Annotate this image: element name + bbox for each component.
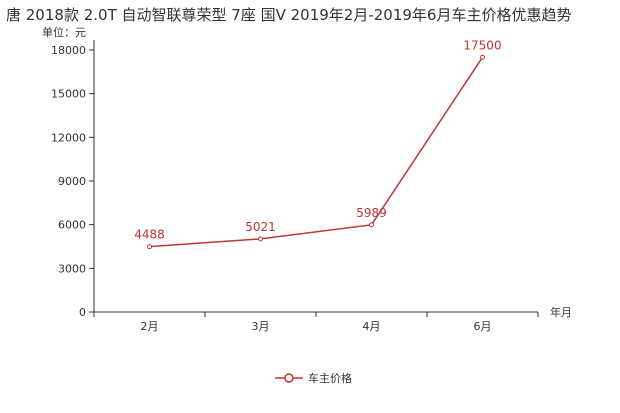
y-tick-label: 0 [79, 306, 86, 319]
y-tick-label: 3000 [58, 262, 86, 275]
chart-title: 唐 2018款 2.0T 自动智联尊荣型 7座 国V 2019年2月-2019年… [6, 6, 572, 24]
data-label: 17500 [463, 38, 501, 52]
data-point[interactable] [369, 222, 374, 228]
x-tick-label: 4月 [363, 320, 381, 333]
data-point[interactable] [480, 54, 485, 60]
y-axis: 0 3000 6000 9000 12000 15000 18000 单位：元 [42, 25, 95, 319]
x-axis: 2月 3月 4月 6月 年月 [93, 305, 572, 333]
x-tick-label: 6月 [474, 320, 492, 333]
x-tick-label: 3月 [252, 320, 270, 333]
y-tick-label: 18000 [51, 44, 86, 57]
y-tick-label: 12000 [51, 131, 86, 144]
data-point[interactable] [258, 236, 263, 242]
series-line-path [149, 56, 484, 248]
data-label: 5989 [356, 206, 387, 220]
data-label: 5021 [245, 220, 276, 234]
data-label: 4488 [134, 228, 165, 242]
y-axis-label: 单位：元 [42, 25, 86, 39]
y-tick-label: 6000 [58, 219, 86, 232]
legend-marker-icon [284, 373, 294, 383]
legend-label[interactable]: 车主价格 [308, 371, 352, 385]
y-tick-label: 15000 [51, 88, 86, 101]
data-point[interactable] [147, 244, 152, 250]
y-tick-label: 9000 [58, 175, 86, 188]
series-line: 4488 5021 5989 17500 [134, 38, 502, 250]
legend[interactable]: 车主价格 [275, 371, 352, 385]
x-tick-label: 2月 [141, 320, 159, 333]
x-axis-label: 年月 [550, 305, 572, 319]
